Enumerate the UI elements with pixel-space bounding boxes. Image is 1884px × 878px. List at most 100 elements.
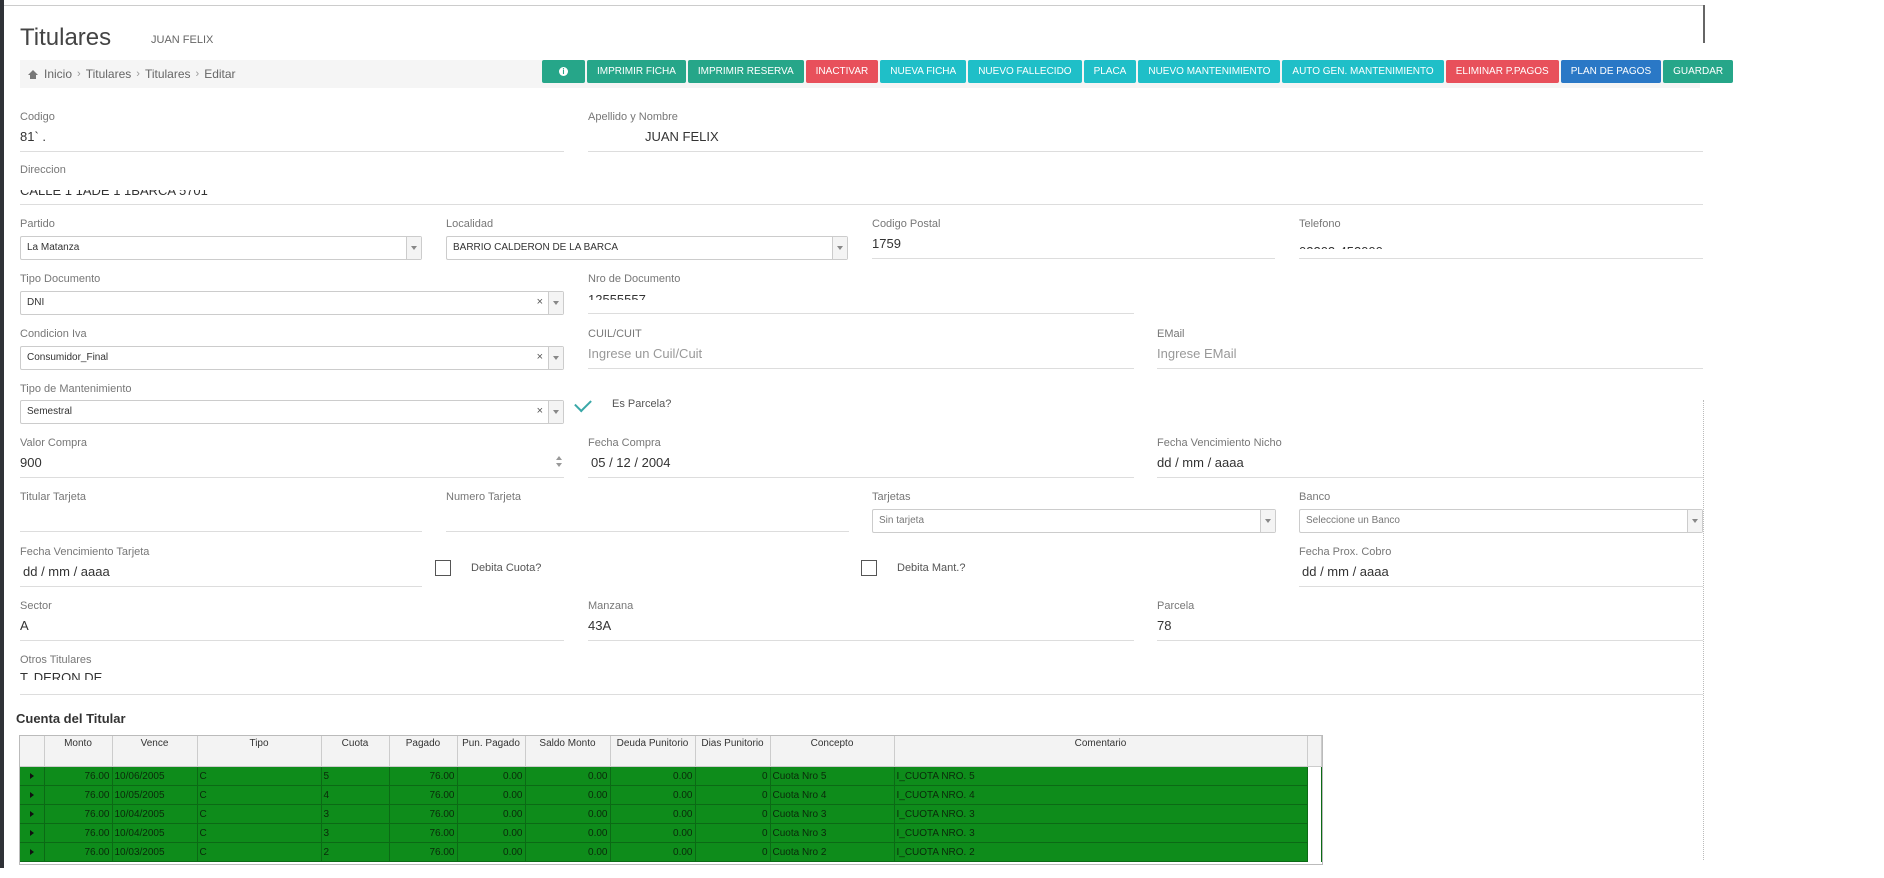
localidad-value: BARRIO CALDERON DE LA BARCA	[453, 242, 619, 253]
cuil-underline	[588, 368, 1134, 369]
tipo-documento-label: Tipo Documento	[20, 273, 101, 285]
expand-arrow-icon[interactable]	[29, 848, 34, 855]
nueva-ficha-button[interactable]: NUEVA FICHA	[880, 60, 967, 83]
expand-arrow-icon[interactable]	[29, 772, 34, 779]
chevron-down-icon[interactable]	[548, 347, 563, 369]
numero-tarjeta-field[interactable]: Numero Tarjeta	[446, 491, 849, 532]
eliminar-ppagos-button[interactable]: ELIMINAR P.PAGOS	[1445, 60, 1559, 83]
tipo-documento-value: DNI	[27, 297, 45, 308]
expand-arrow-icon[interactable]	[29, 829, 34, 836]
titular-tarjeta-field[interactable]: Titular Tarjeta	[20, 491, 422, 532]
codigo-field[interactable]: Codigo 81` .	[20, 111, 564, 152]
debita-mant-checkbox[interactable]	[861, 560, 877, 576]
tipo-documento-select[interactable]: DNI ×	[20, 291, 564, 315]
parcela-field[interactable]: Parcela 78	[1157, 600, 1703, 641]
column-header-dias-punitorio[interactable]: Dias Punitorio	[695, 736, 771, 767]
info-button[interactable]: i	[542, 60, 585, 83]
scroll-gutter	[1307, 842, 1322, 862]
localidad-select[interactable]: BARRIO CALDERON DE LA BARCA	[446, 236, 848, 260]
chevron-down-icon[interactable]	[832, 237, 847, 259]
direccion-value: CALLE 1 1ADE 1 1BARCA 5701	[20, 190, 208, 198]
condicion-iva-select[interactable]: Consumidor_Final ×	[20, 346, 564, 370]
nuevo-mantenimiento-button[interactable]: NUEVO MANTENIMIENTO	[1138, 60, 1281, 83]
email-field[interactable]: EMail Ingrese EMail	[1157, 328, 1703, 369]
guardar-button[interactable]: GUARDAR	[1663, 60, 1734, 83]
column-header-pagado[interactable]: Pagado	[389, 736, 458, 767]
otros-titulares-field[interactable]: Otros Titulares T, DERON DE	[20, 654, 1703, 695]
row-expand-cell[interactable]	[20, 823, 45, 843]
column-header-tipo[interactable]: Tipo	[197, 736, 322, 767]
fecha-vencimiento-nicho-underline	[1157, 477, 1703, 478]
number-spinner-icon[interactable]	[554, 455, 564, 469]
apellido-nombre-field[interactable]: Apellido y Nombre JUAN FELIX	[588, 111, 1703, 152]
condicion-iva-label: Condicion Iva	[20, 328, 87, 340]
imprimir-reserva-button[interactable]: IMPRIMIR RESERVA	[687, 60, 804, 83]
column-header-pun-pagado[interactable]: Pun. Pagado	[457, 736, 526, 767]
breadcrumb-titulares[interactable]: Titulares	[85, 67, 132, 81]
tipo-mantenimiento-field: Tipo de Mantenimiento Semestral ×	[20, 383, 564, 424]
telefono-field[interactable]: Telefono 02202-452000	[1299, 218, 1703, 259]
cuil-field[interactable]: CUIL/CUIT Ingrese un Cuil/Cuit	[588, 328, 1134, 369]
breadcrumb-editar: Editar	[204, 67, 236, 81]
clear-icon[interactable]: ×	[536, 351, 543, 363]
nro-documento-field[interactable]: Nro de Documento 12555557	[588, 273, 1134, 314]
table-row[interactable]: 76.00 10/04/2005 C 3 76.00 0.00 0.00 0.00 0 Cuota…	[20, 823, 1322, 843]
expand-arrow-icon[interactable]	[29, 791, 34, 798]
tarjetas-select[interactable]: Sin tarjeta	[872, 509, 1276, 533]
breadcrumb-titulares-2[interactable]: Titulares	[144, 67, 191, 81]
table-row[interactable]: 76.00 10/04/2005 C 3 76.00 0.00 0.00 0.00 0 Cuota…	[20, 804, 1322, 824]
condicion-iva-field: Condicion Iva Consumidor_Final ×	[20, 328, 564, 370]
banco-select[interactable]: Seleccione un Banco	[1299, 509, 1703, 533]
clear-icon[interactable]: ×	[536, 405, 543, 417]
fecha-vencimiento-nicho-field[interactable]: Fecha Vencimiento Nicho dd / mm / aaaa	[1157, 437, 1703, 478]
table-cell: 0.00	[610, 804, 696, 824]
valor-compra-field[interactable]: Valor Compra 900	[20, 437, 564, 478]
toolbar: i IMPRIMIR FICHA IMPRIMIR RESERVA INACTI…	[542, 60, 1734, 83]
row-expand-cell[interactable]	[20, 804, 45, 824]
codigo-postal-field[interactable]: Codigo Postal 1759	[872, 218, 1275, 259]
partido-select[interactable]: La Matanza	[20, 236, 422, 260]
table-cell: I_CUOTA NRO. 3	[894, 823, 1308, 843]
table-row[interactable]: 76.00 10/06/2005 C 5 76.00 0.00 0.00 0.00 0 Cuota…	[20, 766, 1322, 786]
expand-arrow-icon[interactable]	[29, 810, 34, 817]
placa-button[interactable]: PLACA	[1083, 60, 1137, 83]
clear-icon[interactable]: ×	[536, 296, 543, 308]
manzana-field[interactable]: Manzana 43A	[588, 600, 1134, 641]
checkmark-icon[interactable]	[574, 394, 592, 413]
chevron-down-icon[interactable]	[1260, 510, 1275, 532]
plan-de-pagos-button[interactable]: PLAN DE PAGOS	[1560, 60, 1662, 83]
nro-documento-underline	[588, 313, 1134, 314]
auto-gen-mantenimiento-button[interactable]: AUTO GEN. MANTENIMIENTO	[1282, 60, 1444, 83]
imprimir-ficha-button[interactable]: IMPRIMIR FICHA	[587, 60, 686, 83]
tipo-mantenimiento-select[interactable]: Semestral ×	[20, 400, 564, 424]
fecha-compra-field[interactable]: Fecha Compra 05 / 12 / 2004	[588, 437, 1134, 478]
chevron-down-icon[interactable]	[406, 237, 421, 259]
column-header-concepto[interactable]: Concepto	[770, 736, 895, 767]
sector-field[interactable]: Sector A	[20, 600, 564, 641]
codigo-underline	[20, 151, 564, 152]
chevron-down-icon[interactable]	[1687, 510, 1702, 532]
column-header-monto[interactable]: Monto	[44, 736, 113, 767]
otros-titulares-value: T, DERON DE	[20, 672, 103, 680]
table-row[interactable]: 76.00 10/03/2005 C 2 76.00 0.00 0.00 0.00 0 Cuota…	[20, 842, 1322, 862]
column-header-cuota[interactable]: Cuota	[321, 736, 390, 767]
column-header-vence[interactable]: Vence	[112, 736, 198, 767]
chevron-down-icon[interactable]	[548, 401, 563, 423]
chevron-down-icon[interactable]	[548, 292, 563, 314]
column-header-comentario[interactable]: Comentario	[894, 736, 1308, 767]
table-row[interactable]: 76.00 10/05/2005 C 4 76.00 0.00 0.00 0.00 0 Cuota…	[20, 785, 1322, 805]
column-header-saldo-monto[interactable]: Saldo Monto	[525, 736, 611, 767]
nuevo-fallecido-button[interactable]: NUEVO FALLECIDO	[968, 60, 1082, 83]
breadcrumb-inicio[interactable]: Inicio	[44, 67, 73, 81]
row-expand-cell[interactable]	[20, 785, 45, 805]
scroll-gutter	[1307, 785, 1322, 805]
fecha-prox-cobro-field[interactable]: Fecha Prox. Cobro dd / mm / aaaa	[1299, 546, 1703, 587]
row-expand-cell[interactable]	[20, 842, 45, 862]
column-header-deuda-punitorio[interactable]: Deuda Punitorio	[610, 736, 696, 767]
row-expand-cell[interactable]	[20, 766, 45, 786]
fecha-vencimiento-tarjeta-field[interactable]: Fecha Vencimiento Tarjeta dd / mm / aaaa	[20, 546, 422, 587]
debita-cuota-checkbox[interactable]	[435, 560, 451, 576]
table-cell: 76.00	[44, 842, 113, 862]
inactivar-button[interactable]: INACTIVAR	[805, 60, 879, 83]
direccion-field[interactable]: Direccion CALLE 1 1ADE 1 1BARCA 5701	[20, 164, 1703, 205]
